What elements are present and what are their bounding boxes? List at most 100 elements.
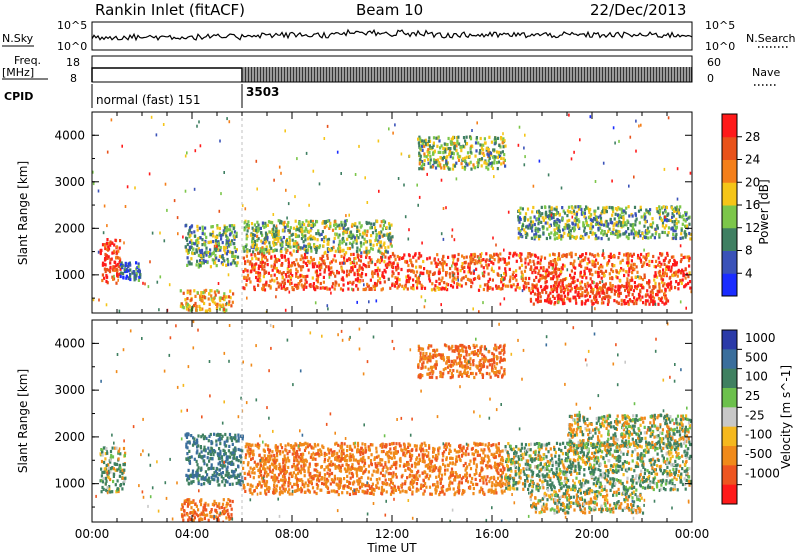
echo-cell: [446, 288, 449, 292]
echo-cell: [283, 229, 286, 233]
echo-cell: [195, 263, 198, 267]
echo-cell: [201, 261, 204, 265]
echo-cell: [645, 256, 648, 260]
echo-cell: [199, 503, 203, 507]
echo-cell: [581, 275, 584, 279]
echo-cell: [448, 148, 452, 152]
echo-cell: [627, 302, 630, 306]
echo-cell: [602, 290, 605, 294]
echo-cell: [238, 454, 242, 458]
echo-cell: [274, 257, 277, 261]
echo-cell: [188, 228, 191, 232]
echo-cell: [662, 284, 665, 288]
echo-cell: [574, 295, 577, 299]
echo-cell: [322, 244, 325, 248]
echo-cell: [598, 221, 602, 226]
echo-cell: [524, 230, 527, 235]
echo-cell: [342, 236, 345, 240]
echo-cell: [669, 280, 673, 284]
echo-cell: [372, 243, 375, 247]
echo-cell: [213, 471, 216, 475]
echo-cell: [355, 249, 359, 253]
echo-speckle: [126, 185, 129, 189]
echo-cell: [651, 295, 654, 299]
echo-cell: [618, 251, 621, 256]
echo-cell: [280, 243, 284, 247]
echo-cell: [603, 256, 606, 260]
echo-cell: [544, 270, 547, 274]
echo-cell: [619, 213, 622, 217]
echo-cell: [317, 274, 320, 278]
echo-cell: [679, 278, 682, 283]
echo-cell: [227, 228, 230, 232]
echo-cell: [586, 281, 589, 285]
echo-cell: [551, 289, 554, 294]
echo-cell: [392, 271, 395, 276]
echo-cell: [189, 517, 192, 521]
echo-cell: [225, 239, 228, 243]
echo-cell: [507, 284, 510, 288]
echo-cell: [461, 266, 464, 270]
echo-cell: [457, 252, 460, 257]
echo-cell: [645, 219, 648, 223]
echo-cell: [321, 221, 324, 225]
power-colorbar-tick-label: 24: [745, 153, 760, 167]
echo-cell: [219, 442, 222, 446]
echo-cell: [382, 449, 385, 454]
echo-speckle: [629, 135, 632, 139]
echo-cell: [643, 217, 646, 221]
echo-cell: [455, 144, 458, 148]
echo-cell: [579, 287, 582, 291]
echo-cell: [217, 483, 220, 487]
echo-cell: [593, 264, 597, 268]
echo-cell: [655, 293, 658, 297]
echo-cell: [573, 235, 576, 240]
echo-cell: [402, 287, 406, 291]
echo-cell: [602, 271, 605, 275]
echo-cell: [499, 252, 502, 256]
echo-cell: [433, 271, 436, 275]
echo-cell: [631, 271, 634, 275]
echo-cell: [332, 240, 335, 244]
echo-cell: [419, 271, 422, 276]
echo-cell: [185, 303, 188, 307]
echo-speckle: [354, 173, 357, 176]
echo-cell: [292, 249, 295, 253]
echo-cell: [235, 476, 238, 480]
echo-cell: [108, 469, 111, 473]
echo-cell: [253, 268, 256, 272]
echo-cell: [506, 262, 509, 266]
echo-cell: [110, 257, 113, 261]
echo-cell: [594, 222, 598, 226]
echo-speckle: [633, 175, 635, 179]
echo-cell: [256, 238, 259, 243]
echo-cell: [599, 287, 603, 291]
echo-cell: [279, 236, 282, 240]
echo-cell: [688, 280, 692, 284]
echo-cell: [482, 143, 485, 147]
echo-cell: [627, 263, 630, 267]
echo-cell: [191, 443, 195, 447]
echo-cell: [396, 264, 399, 268]
echo-speckle: [256, 187, 258, 191]
echo-cell: [119, 466, 122, 470]
echo-cell: [636, 256, 640, 260]
echo-cell: [538, 219, 541, 224]
echo-speckle: [362, 279, 364, 283]
echo-cell: [489, 286, 492, 290]
echo-cell: [323, 221, 326, 225]
echo-cell: [340, 265, 343, 269]
echo-cell: [190, 225, 193, 229]
echo-cell: [288, 274, 291, 278]
echo-cell: [574, 217, 577, 221]
echo-cell: [304, 238, 307, 242]
echo-cell: [378, 247, 381, 251]
echo-cell: [689, 232, 692, 237]
echo-cell: [601, 229, 604, 233]
echo-cell: [364, 273, 368, 277]
echo-cell: [139, 273, 142, 277]
echo-cell: [227, 472, 230, 476]
echo-cell: [267, 271, 270, 275]
echo-cell: [447, 255, 450, 259]
echo-cell: [246, 273, 250, 277]
